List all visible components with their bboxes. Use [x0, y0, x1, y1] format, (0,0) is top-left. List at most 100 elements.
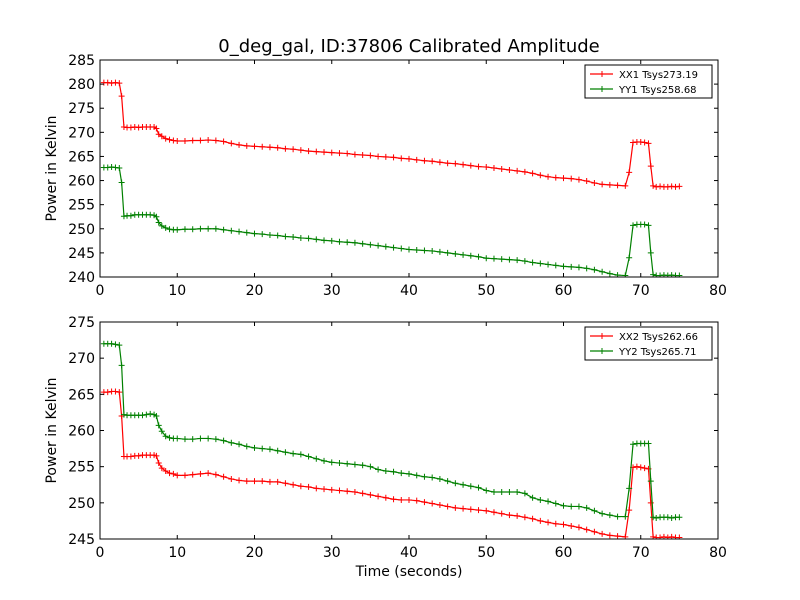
data-point [390, 154, 397, 161]
data-point [668, 515, 675, 522]
data-point [560, 502, 567, 509]
data-point [266, 144, 273, 151]
data-point [351, 151, 358, 158]
data-point [444, 478, 451, 485]
x-tick-label: 40 [400, 283, 418, 299]
data-point [155, 219, 162, 226]
x-tick-label: 70 [632, 283, 650, 299]
data-point [266, 478, 273, 485]
data-point [174, 472, 181, 479]
data-point [290, 233, 297, 240]
data-point [375, 466, 382, 473]
data-point [155, 460, 162, 467]
legend-item: XX1 Tsys273.19 [590, 70, 698, 81]
data-point [498, 510, 505, 517]
data-point [398, 496, 405, 503]
data-point [452, 504, 459, 511]
data-point [155, 131, 162, 138]
y-tick-label: 255 [68, 198, 95, 214]
x-tick-label: 60 [555, 545, 573, 561]
data-point [529, 494, 536, 501]
data-point [413, 246, 420, 253]
data-point [243, 142, 250, 149]
data-point [259, 478, 266, 485]
data-point [390, 468, 397, 475]
data-point [375, 153, 382, 160]
data-point [228, 475, 235, 482]
data-point [641, 139, 648, 146]
data-point [552, 500, 559, 507]
data-point [205, 470, 212, 477]
data-point [568, 503, 575, 510]
data-point [498, 165, 505, 172]
data-point [367, 241, 374, 248]
y-tick-label: 260 [68, 174, 95, 190]
data-point [583, 526, 590, 533]
y-tick-label: 260 [68, 424, 95, 440]
data-point [460, 481, 467, 488]
data-point [181, 226, 188, 233]
data-point [382, 153, 389, 160]
x-tick-label: 0 [96, 545, 105, 561]
data-point [174, 138, 181, 145]
data-point [398, 155, 405, 162]
data-point [626, 507, 633, 514]
x-tick-label: 10 [168, 545, 186, 561]
data-point [645, 222, 652, 229]
data-point [583, 178, 590, 185]
data-point [127, 212, 134, 219]
data-point [139, 412, 146, 419]
data-point [236, 228, 243, 235]
data-point [251, 444, 258, 451]
data-point [251, 478, 258, 485]
data-point [626, 169, 633, 176]
data-point [406, 496, 412, 503]
legend-marker [599, 348, 605, 354]
data-point [251, 230, 258, 237]
legend-marker [599, 86, 605, 92]
data-point [529, 259, 536, 266]
x-tick-label: 20 [246, 283, 264, 299]
data-point [282, 145, 289, 152]
data-point [637, 464, 644, 471]
data-point [112, 341, 119, 348]
data-point [506, 256, 513, 263]
data-point [591, 507, 598, 514]
data-point [483, 164, 490, 171]
data-point [650, 514, 657, 521]
data-point [158, 428, 165, 435]
data-point [189, 137, 196, 144]
data-point [529, 170, 536, 177]
legend-label: YY2 Tsys265.71 [618, 347, 697, 358]
data-point [657, 534, 664, 539]
data-point [147, 410, 154, 417]
data-point [243, 229, 250, 236]
data-point [436, 475, 443, 482]
data-point [266, 232, 273, 239]
data-point [259, 445, 266, 452]
data-point [452, 250, 459, 257]
data-point [367, 152, 374, 159]
data-point [220, 437, 227, 444]
data-point [274, 232, 281, 239]
data-point [236, 477, 243, 484]
data-point [359, 240, 366, 247]
data-point [575, 503, 582, 510]
series-1 [100, 388, 683, 539]
data-point [282, 480, 289, 487]
data-point [614, 513, 621, 520]
data-point [116, 389, 123, 396]
data-point [336, 150, 343, 157]
data-point [490, 488, 497, 495]
legend-box [584, 64, 713, 99]
y-tick-label: 255 [68, 460, 95, 476]
series-1 [100, 79, 683, 190]
legend-item: YY1 Tsys258.68 [590, 85, 697, 96]
data-point [545, 498, 552, 505]
series-2 [100, 340, 683, 522]
data-point [583, 504, 590, 511]
data-point [328, 486, 335, 493]
data-point [158, 222, 165, 229]
data-point [375, 242, 382, 249]
legend-label: XX2 Tsys262.66 [619, 332, 698, 343]
